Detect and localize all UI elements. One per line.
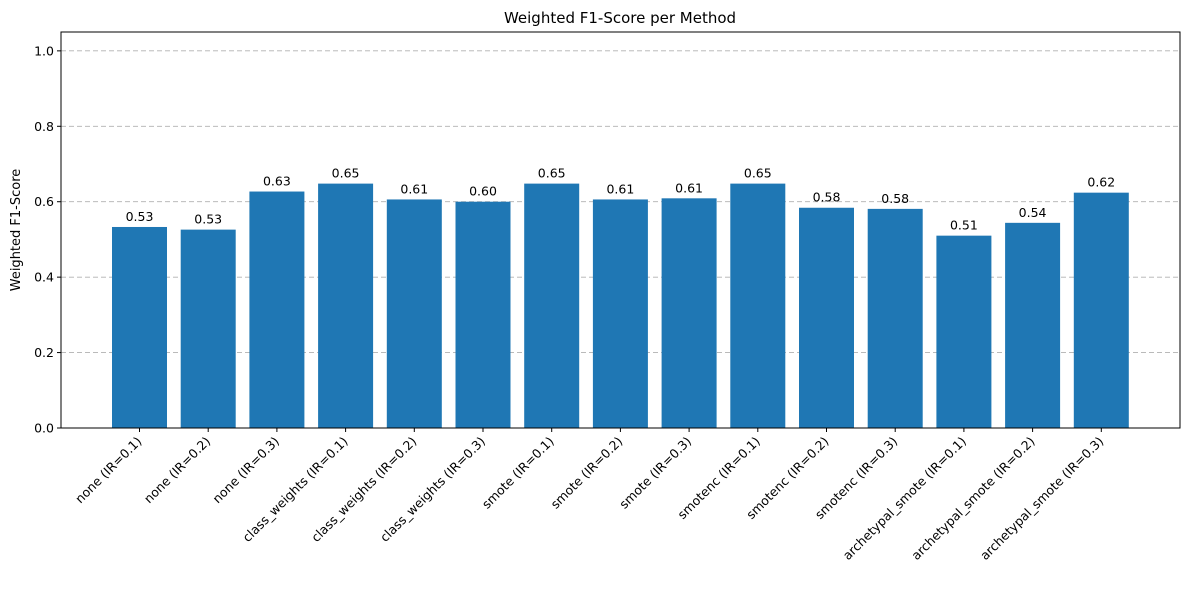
y-tick-label: 1.0	[34, 43, 54, 58]
bar-value-label: 0.65	[538, 166, 566, 181]
bar	[455, 201, 511, 428]
x-tick-label: archetypal_smote (IR=0.3)	[977, 434, 1106, 563]
x-tick-label: archetypal_smote (IR=0.1)	[840, 434, 969, 563]
bar-value-label: 0.61	[400, 181, 428, 196]
bar-value-label: 0.58	[813, 190, 841, 205]
grid-lines	[61, 50, 1180, 354]
bar-value-label: 0.58	[881, 191, 909, 206]
bar-value-label: 0.61	[675, 180, 703, 195]
bar	[936, 235, 992, 428]
data-labels: 0.53 0.53 0.63 0.65 0.61 0.60 0.65 0.61 0.61 0.65…	[126, 166, 1116, 233]
bar-value-label: 0.53	[126, 209, 154, 224]
bar-value-label: 0.61	[606, 181, 634, 196]
y-tick-label: 0.8	[34, 119, 54, 134]
bar	[730, 183, 786, 428]
bar	[180, 229, 236, 428]
bars	[112, 183, 1129, 428]
bar	[524, 183, 580, 428]
bar-value-label: 0.65	[744, 166, 772, 181]
x-tick-label: archetypal_smote (IR=0.2)	[908, 434, 1037, 563]
x-tick-label: smote (IR=0.1)	[479, 434, 557, 512]
bar	[1005, 222, 1061, 428]
y-axis-label: Weighted F1-Score	[9, 169, 24, 292]
bar	[112, 226, 167, 428]
y-tick-label: 0.2	[34, 345, 54, 360]
bar	[1073, 192, 1129, 428]
x-tick-label: none (IR=0.1)	[72, 434, 145, 507]
bar	[867, 208, 923, 428]
x-axis-ticks: none (IR=0.1)none (IR=0.2)none (IR=0.3)c…	[72, 428, 1106, 563]
y-axis-ticks: 0.0 0.2 0.4 0.6 0.8 1.0	[34, 43, 61, 436]
y-tick-label: 0.0	[34, 421, 54, 436]
x-tick-label: smote (IR=0.2)	[547, 434, 625, 512]
bar-value-label: 0.51	[950, 218, 978, 233]
bar	[318, 183, 374, 428]
x-tick-label: smote (IR=0.3)	[616, 434, 694, 512]
bar-value-label: 0.63	[263, 174, 291, 189]
bar	[592, 199, 648, 428]
y-tick-label: 0.6	[34, 194, 54, 209]
bar	[249, 191, 305, 428]
bar-value-label: 0.60	[469, 184, 497, 199]
bar-value-label: 0.54	[1019, 205, 1047, 220]
bar	[386, 199, 442, 428]
plot-frame	[60, 31, 1181, 429]
x-tick-label: none (IR=0.2)	[141, 434, 214, 507]
bar-value-label: 0.53	[194, 212, 222, 227]
chart-title: Weighted F1-Score per Method	[504, 9, 736, 27]
x-tick-label: none (IR=0.3)	[209, 434, 282, 507]
y-tick-label: 0.4	[34, 270, 54, 285]
bar-value-label: 0.62	[1087, 175, 1115, 190]
bar-value-label: 0.65	[332, 166, 360, 181]
bar	[661, 198, 717, 428]
bar	[799, 207, 854, 428]
